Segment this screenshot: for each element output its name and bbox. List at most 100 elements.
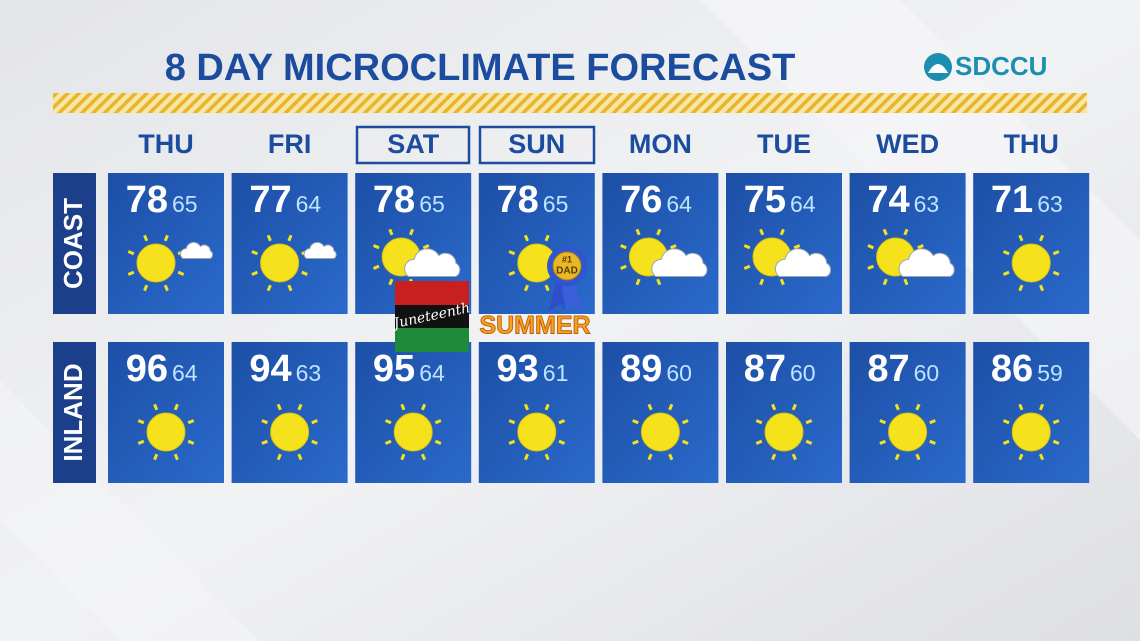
sun-ray: [647, 403, 653, 411]
forecast-tile: 86 59: [973, 342, 1090, 483]
sun-ray: [523, 284, 530, 292]
flag-stripe: [395, 305, 469, 328]
sun-ray: [668, 403, 674, 411]
high-temp: 74: [867, 179, 909, 221]
cloud: [898, 248, 955, 277]
sun-ray: [793, 244, 801, 250]
sun-ray: [388, 228, 394, 236]
sun-ray: [137, 439, 145, 445]
sun-ray: [656, 278, 662, 286]
sun-ray: [894, 453, 900, 461]
sun-ray: [558, 419, 566, 425]
sun-ray: [297, 403, 303, 411]
sun-ray: [173, 453, 179, 461]
sun-ray: [523, 453, 530, 461]
forecast-tile: 75 64: [726, 173, 842, 314]
sun-ray: [894, 403, 900, 411]
forecast-tile: 93 61: [478, 342, 595, 483]
sun-ray: [805, 419, 813, 425]
sun-ray: [1018, 234, 1024, 242]
sun-ray: [422, 244, 430, 250]
sun: [517, 412, 557, 452]
ribbon-text: #1: [562, 254, 572, 264]
high-temp: 78: [373, 179, 415, 221]
low-temp: 64: [666, 191, 692, 217]
sun-ray: [301, 270, 308, 276]
sun-ray: [915, 453, 921, 461]
sun-ray: [384, 419, 392, 425]
high-temp: 93: [497, 348, 539, 390]
ribbon-medal: [552, 251, 582, 281]
sun-ray: [420, 403, 427, 411]
sun-ray: [1002, 439, 1010, 445]
low-temp: 65: [172, 191, 198, 217]
sun-ray: [771, 403, 777, 411]
forecast-tile: 71 63: [973, 173, 1090, 314]
cloud: [404, 248, 461, 277]
sun-ray: [669, 244, 677, 250]
holiday-badges: Juneteenth SUMMER #1 DAD: [389, 246, 591, 352]
low-temp: 64: [172, 360, 198, 386]
low-temp: 65: [419, 191, 445, 217]
sun-ray: [372, 264, 380, 270]
sun: [1011, 243, 1051, 283]
sun-ray: [261, 419, 269, 425]
sun: [260, 243, 300, 283]
sun-ray: [882, 278, 888, 286]
cloud: [774, 248, 832, 277]
forecast-tile: 78 65: [478, 173, 595, 314]
title: 8 DAY MICROCLIMATE FORECAST: [165, 47, 796, 89]
sun-ray: [508, 439, 516, 445]
sun-ray: [311, 439, 318, 445]
high-temp: 94: [249, 348, 291, 390]
high-temp: 78: [126, 179, 168, 221]
sun-ray: [1038, 403, 1045, 411]
sun: [393, 412, 433, 452]
sun: [640, 412, 680, 452]
sun-ray: [266, 284, 272, 292]
sun-ray: [434, 439, 442, 445]
sun-ray: [1038, 234, 1045, 242]
sun-ray: [1018, 284, 1024, 292]
sun-ray: [544, 453, 550, 461]
sun-ray: [771, 453, 777, 461]
sun-ray: [779, 228, 785, 236]
sun-ray: [668, 453, 674, 461]
cloud: [651, 248, 708, 277]
row-label-box: [53, 342, 96, 483]
sun-ray: [287, 284, 293, 292]
sun-ray: [1038, 284, 1045, 292]
sun-ray: [544, 284, 550, 292]
sun-ray: [508, 250, 516, 256]
sun-ray: [755, 419, 763, 425]
flag-stripe: [395, 328, 469, 352]
cloud: [303, 241, 337, 259]
high-temp: 87: [744, 348, 786, 390]
sun-ray: [879, 439, 887, 445]
sun-ray: [1052, 419, 1060, 425]
sun-ray: [311, 419, 318, 425]
low-temp: 63: [296, 360, 322, 386]
low-temp: 65: [543, 191, 569, 217]
sun-ray: [1002, 270, 1010, 276]
sun-ray: [879, 419, 887, 425]
day-label: SAT: [387, 129, 440, 159]
sun-ray: [635, 278, 641, 286]
sun: [888, 412, 928, 452]
sun: [764, 412, 804, 452]
low-temp: 64: [419, 360, 445, 386]
high-temp: 86: [991, 348, 1033, 390]
forecast-tile: 95 64: [355, 342, 472, 483]
forecast-tile: 87 60: [849, 342, 966, 483]
sun-ray: [903, 228, 909, 236]
sun-ray: [127, 270, 135, 276]
sun-ray: [508, 419, 516, 425]
sun-ray: [384, 439, 392, 445]
sun-ray: [620, 244, 627, 250]
sun-ray: [635, 228, 641, 236]
sun-ray: [915, 403, 921, 411]
sun-ray: [388, 278, 394, 286]
forecast-tile: 78 65: [108, 173, 224, 314]
low-temp: 60: [790, 360, 816, 386]
